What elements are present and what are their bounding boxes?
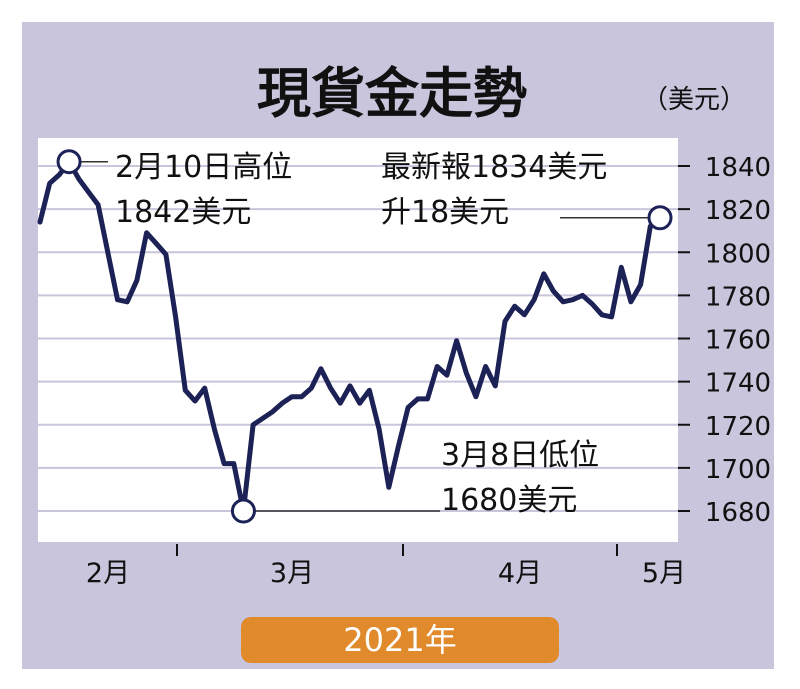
price-line (37, 159, 663, 514)
plot-area (38, 138, 678, 542)
y-tick-label: 1700 (705, 455, 771, 485)
high-label-line1: 2月10日高位 (115, 150, 292, 185)
low-label-line2: 1680美元 (441, 483, 577, 518)
x-axis: 2月 3月 4月 5月 (86, 544, 686, 589)
low-marker (230, 498, 256, 524)
latest-label-line2: 升18美元 (381, 195, 509, 230)
y-axis: 1840 1820 1800 1780 1760 1740 1720 1700 1680 (678, 153, 771, 528)
y-tick-label: 1800 (705, 239, 771, 269)
y-tick-label: 1820 (705, 196, 771, 226)
chart-title: 現貨金走勢 (257, 62, 527, 125)
latest-marker (647, 205, 673, 231)
low-label-line1: 3月8日低位 (441, 438, 599, 473)
y-tick-label: 1840 (705, 153, 771, 183)
unit-label: （美元） (642, 85, 746, 115)
year-badge (241, 617, 559, 663)
x-tick-label: 4月 (498, 558, 542, 589)
gridlines (38, 165, 678, 512)
y-tick-label: 1740 (705, 369, 771, 399)
y-tick-label: 1680 (705, 498, 771, 528)
series-layer (37, 159, 663, 514)
y-tick-label: 1780 (705, 282, 771, 312)
x-tick-label: 5月 (642, 558, 686, 589)
x-tick-label: 3月 (270, 558, 314, 589)
latest-label-line1: 最新報1834美元 (381, 150, 607, 185)
high-marker (56, 149, 82, 175)
year-label: 2021年 (343, 621, 456, 659)
y-tick-label: 1720 (705, 412, 771, 442)
high-label-line2: 1842美元 (115, 195, 251, 230)
x-tick-label: 2月 (86, 558, 130, 589)
y-tick-label: 1760 (705, 326, 771, 356)
